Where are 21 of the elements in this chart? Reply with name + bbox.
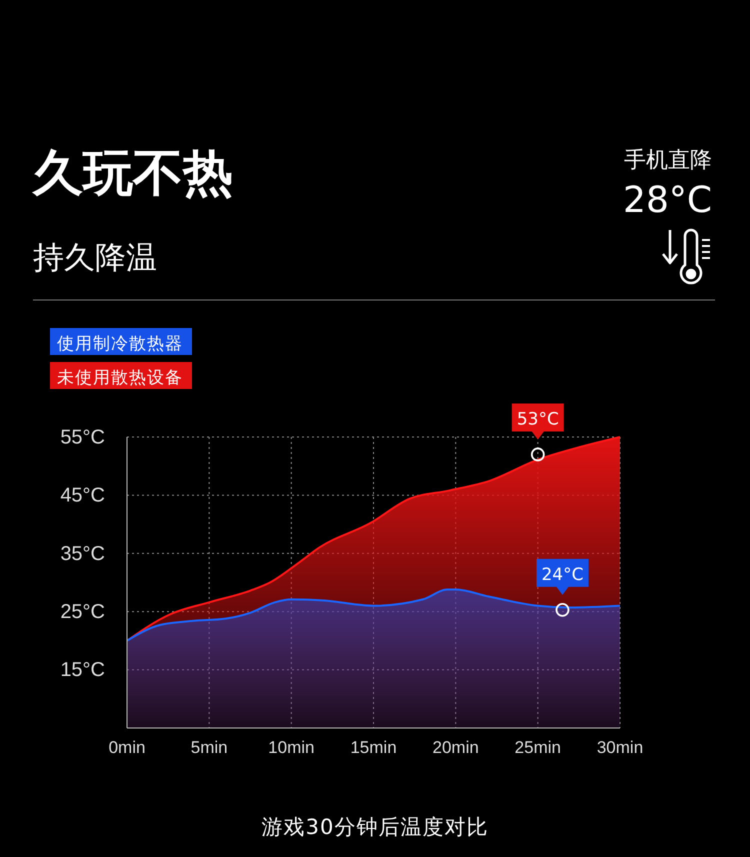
y-tick-label: 35°C (60, 542, 105, 565)
x-tick-label: 15min (350, 738, 397, 758)
y-tick-label: 25°C (60, 601, 105, 623)
text: 未使用散热设备 (57, 368, 183, 388)
chart-title: 久玩不热 (31, 144, 233, 202)
y-tick-label: 55°C (60, 426, 105, 448)
x-tick-label: 10min (268, 738, 314, 758)
x-tick-label: 0min (108, 738, 146, 758)
text: 28°C (623, 180, 712, 221)
x-tick-label: 5min (190, 738, 228, 758)
y-tick-label: 45°C (60, 484, 105, 507)
y-tick-label: 15°C (60, 659, 105, 682)
text: 使用制冷散热器 (57, 334, 183, 354)
text: 游戏30分钟后温度对比 (262, 815, 488, 839)
annotation: 24°C (541, 564, 584, 585)
x-tick-label: 20min (432, 738, 479, 758)
text: 手机直降 (624, 148, 712, 173)
chart-subtitle: 持久降温 (33, 240, 157, 276)
annotation: 53°C (516, 409, 559, 430)
x-tick-label: 30min (596, 738, 644, 758)
x-tick-label: 25min (514, 738, 561, 758)
